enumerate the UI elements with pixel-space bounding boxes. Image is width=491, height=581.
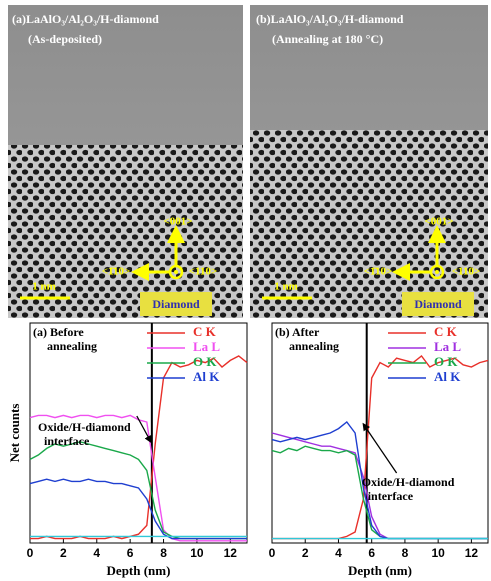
legend-label: O K <box>434 354 458 369</box>
scale-label: 1 nm <box>274 281 298 293</box>
x-tick-label: 10 <box>190 546 204 560</box>
x-tick-label: 2 <box>302 546 309 560</box>
x-tick-label: 0 <box>269 546 276 560</box>
series-line <box>29 441 247 540</box>
direction-label: <110> <box>189 266 217 278</box>
tem-image: (a)LaAlO₃/Al₂O₃/H-diamond (As-deposited)… <box>8 5 243 318</box>
panel-label: annealing <box>289 339 339 353</box>
x-tick-label: 12 <box>465 546 479 560</box>
annotation-arrow <box>136 415 152 444</box>
region-label: Diamond <box>414 297 462 311</box>
image-subtitle: (As-deposited) <box>28 32 102 46</box>
x-tick-label: 2 <box>60 546 67 560</box>
direction-label: <001> <box>163 216 192 228</box>
direction-label: <1̄10> <box>364 266 392 278</box>
x-tick-label: 10 <box>431 546 445 560</box>
annotation: Oxide/H-diamond <box>362 475 455 489</box>
scale-label: 1 nm <box>32 281 56 293</box>
image-title: (a)LaAlO₃/Al₂O₃/H-diamond <box>12 12 159 26</box>
x-tick-label: 8 <box>160 546 167 560</box>
annotation: interface <box>368 489 414 503</box>
x-tick-label: 6 <box>368 546 375 560</box>
direction-label: <110> <box>452 266 480 278</box>
region-label: Diamond <box>152 297 200 311</box>
legend-label: La L <box>434 339 461 354</box>
panel-label: (b) After <box>275 325 320 339</box>
x-tick-label: 4 <box>93 546 100 560</box>
x-tick-label: 8 <box>402 546 409 560</box>
image-subtitle: (Annealing at 180 °C) <box>272 32 383 46</box>
series-line <box>29 478 247 540</box>
y-axis-label: Net counts <box>7 404 22 463</box>
direction-label: <1̄10> <box>102 266 130 278</box>
legend-label: Al K <box>434 369 461 384</box>
series-line <box>30 355 248 540</box>
x-tick-label: 0 <box>27 546 34 560</box>
image-title: (b)LaAlO₃/Al₂O₃/H-diamond <box>256 12 404 26</box>
x-tick-label: 12 <box>224 546 238 560</box>
legend-label: C K <box>193 324 217 339</box>
legend-label: Al K <box>193 369 220 384</box>
direction-label: <001> <box>424 216 453 228</box>
plot-frame <box>29 322 248 544</box>
legend-label: C K <box>434 324 458 339</box>
x-axis-label: Depth (nm) <box>348 563 412 578</box>
annotation: Oxide/H-diamond <box>38 420 131 434</box>
tem-image: (b)LaAlO₃/Al₂O₃/H-diamond (Annealing at … <box>250 5 488 318</box>
legend-label: La L <box>193 339 220 354</box>
annotation-arrow <box>362 422 398 474</box>
x-tick-label: 6 <box>127 546 134 560</box>
panel-label: (a) Before <box>33 325 84 339</box>
annotation: interface <box>44 434 90 448</box>
legend-label: O K <box>193 354 217 369</box>
x-axis-label: Depth (nm) <box>107 563 171 578</box>
x-tick-label: 4 <box>335 546 342 560</box>
panel-label: annealing <box>47 339 97 353</box>
